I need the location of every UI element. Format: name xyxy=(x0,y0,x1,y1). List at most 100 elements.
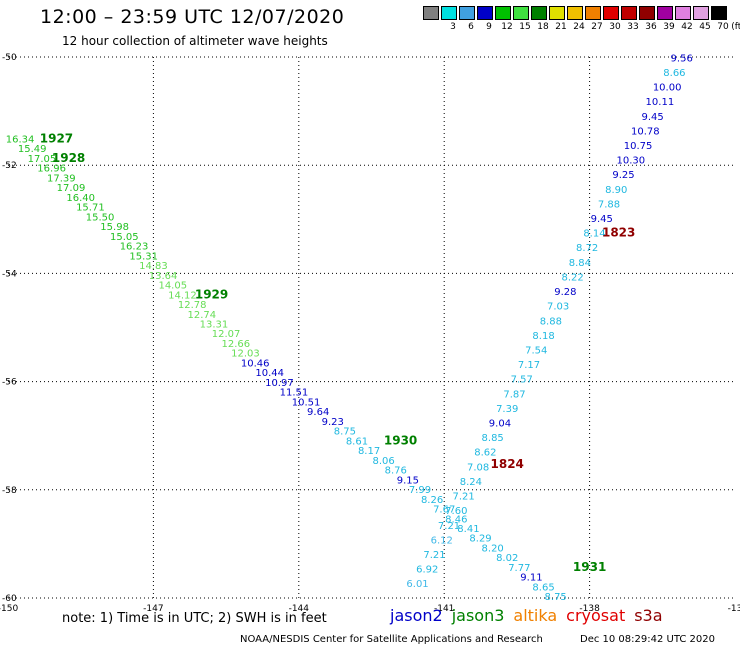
legend-label: 12 xyxy=(501,22,513,32)
legend-swatch xyxy=(513,6,529,20)
wave-height-label: 8.62 xyxy=(474,448,496,459)
wave-height-label: 8.65 xyxy=(532,582,554,593)
legend-swatch xyxy=(477,6,493,20)
legend-label: 3 xyxy=(450,22,456,32)
wave-height-label: 13.31 xyxy=(200,320,229,331)
wave-height-label: 6.92 xyxy=(416,565,438,576)
wave-height-label: 8.76 xyxy=(385,466,407,477)
wave-height-label: 10.46 xyxy=(241,358,270,369)
wave-height-label: 7.54 xyxy=(525,345,547,356)
legend-label: 24 xyxy=(573,22,585,32)
legend-swatch xyxy=(603,6,619,20)
footnote: note: 1) Time is in UTC; 2) SWH is in fe… xyxy=(62,611,327,626)
legend-unit: (ft) xyxy=(731,22,740,32)
wave-height-label: 16.40 xyxy=(66,193,95,204)
wave-height-label: 10.00 xyxy=(653,83,682,94)
wave-height-label: 10.30 xyxy=(616,156,645,167)
wave-height-label: 10.78 xyxy=(631,126,660,137)
wave-height-label: 16.96 xyxy=(37,164,66,175)
wave-height-label: 9.23 xyxy=(322,417,344,428)
wave-height-label: 7.21 xyxy=(423,550,445,561)
wave-height-label: 7.88 xyxy=(598,199,620,210)
wave-height-label: 7.77 xyxy=(508,563,530,574)
wave-height-label: 9.25 xyxy=(612,170,634,181)
pass-time-label: 1931 xyxy=(573,560,606,574)
wave-height-label: 7.67 xyxy=(433,505,455,516)
wave-height-label: 8.18 xyxy=(532,331,554,342)
wave-height-label: 6.12 xyxy=(431,535,453,546)
wave-height-label: 15.98 xyxy=(100,222,129,233)
wave-height-label: 15.31 xyxy=(129,251,158,262)
chart-title: 12:00 – 23:59 UTC 12/07/2020 xyxy=(40,6,345,28)
wave-height-label: 10.51 xyxy=(292,397,321,408)
wave-height-label: 7.87 xyxy=(503,389,525,400)
y-tick-label: -58 xyxy=(2,486,17,496)
wave-height-label: 12.07 xyxy=(212,329,241,340)
legend-label: 42 xyxy=(681,22,693,32)
legend-label: 33 xyxy=(627,22,639,32)
legend-swatch xyxy=(459,6,475,20)
legend-swatch xyxy=(531,6,547,20)
wave-height-label: 8.20 xyxy=(482,543,504,554)
y-tick-label: -56 xyxy=(2,378,17,388)
wave-height-label: 8.26 xyxy=(421,495,443,506)
y-tick-label: -52 xyxy=(2,161,17,171)
pass-time-label: 1929 xyxy=(195,287,228,301)
wave-height-label: 7.21 xyxy=(438,521,460,532)
wave-height-label: 17.05 xyxy=(28,154,57,165)
pass-time-label: 1824 xyxy=(491,457,524,471)
wave-height-label: 12.78 xyxy=(178,300,207,311)
satellite-altika: altika xyxy=(513,606,558,625)
wave-height-label: 16.23 xyxy=(120,242,149,253)
pass-time-label: 1823 xyxy=(602,226,635,240)
legend-label: 27 xyxy=(591,22,603,32)
legend-swatch xyxy=(567,6,583,20)
legend-label: 21 xyxy=(555,22,567,32)
wave-height-label: 8.84 xyxy=(569,258,591,269)
wave-height-label: 8.02 xyxy=(496,553,518,564)
wave-height-label: 9.11 xyxy=(520,573,542,584)
wave-height-label: 16.34 xyxy=(6,134,35,145)
wave-height-label: 14.83 xyxy=(139,261,168,272)
legend-label: 18 xyxy=(537,22,549,32)
legend-swatch xyxy=(585,6,601,20)
wave-height-label: 13.64 xyxy=(149,271,178,282)
legend-label: 36 xyxy=(645,22,657,32)
wave-height-label: 8.88 xyxy=(540,316,562,327)
wave-height-label: 15.71 xyxy=(76,203,105,214)
legend-swatch xyxy=(675,6,691,20)
wave-height-label: 8.14 xyxy=(583,229,605,240)
wave-height-label: 10.97 xyxy=(265,378,294,389)
legend-label: 70 xyxy=(717,22,729,32)
y-tick-label: -60 xyxy=(2,594,17,604)
wave-height-label: 9.45 xyxy=(641,112,663,123)
legend-label: 6 xyxy=(468,22,474,32)
wave-height-label: 10.75 xyxy=(624,141,653,152)
wave-height-label: 15.05 xyxy=(110,232,139,243)
wave-height-label: 8.06 xyxy=(372,456,394,467)
wave-height-label: 8.41 xyxy=(457,524,479,535)
wave-height-label: 8.17 xyxy=(358,446,380,457)
legend-swatch xyxy=(621,6,637,20)
pass-time-label: 1930 xyxy=(384,433,417,447)
wave-height-label: 8.22 xyxy=(562,272,584,283)
wave-height-label: 8.90 xyxy=(605,185,627,196)
wave-height-label: 9.64 xyxy=(307,407,329,418)
wave-height-label: 17.09 xyxy=(57,183,86,194)
generation-timestamp: Dec 10 08:29:42 UTC 2020 xyxy=(580,634,715,645)
satellite-legend: jason2 jason3 altika cryosat s3a xyxy=(390,606,672,625)
legend-label: 15 xyxy=(519,22,531,32)
wave-height-label: 8.29 xyxy=(469,534,491,545)
x-tick-label: -13 xyxy=(728,604,740,614)
wave-height-label: 8.72 xyxy=(576,243,598,254)
wave-height-label: 17.39 xyxy=(47,173,76,184)
satellite-s3a: s3a xyxy=(634,606,663,625)
wave-height-label: 7.57 xyxy=(511,375,533,386)
wave-height-label: 14.05 xyxy=(158,281,187,292)
legend-swatch xyxy=(441,6,457,20)
legend-swatch xyxy=(423,6,439,20)
wave-height-label: 8.85 xyxy=(482,433,504,444)
wave-height-label: 7.03 xyxy=(547,302,569,313)
wave-height-label: 15.49 xyxy=(18,144,47,155)
wave-height-label: 7.39 xyxy=(496,404,518,415)
